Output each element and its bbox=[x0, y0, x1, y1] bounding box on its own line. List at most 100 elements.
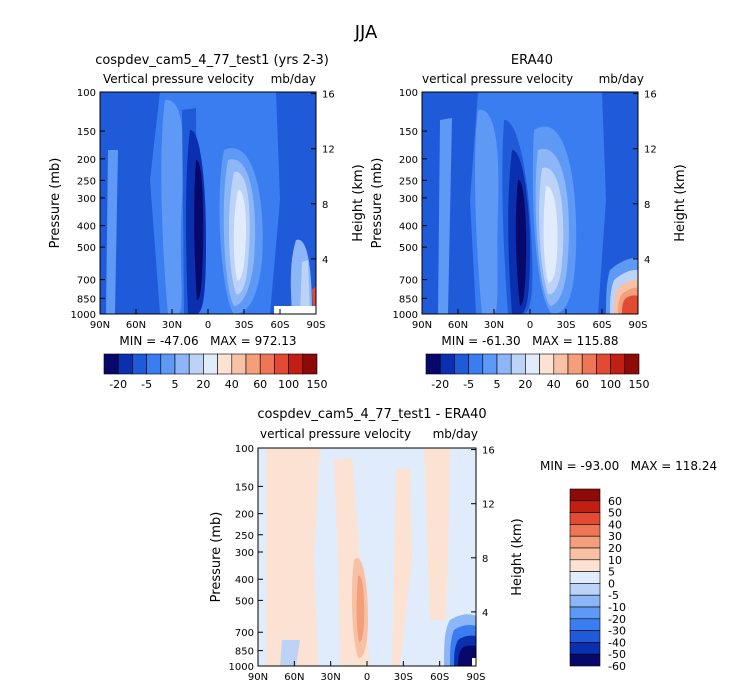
colorbar-swatch bbox=[468, 353, 484, 375]
field-region bbox=[458, 645, 476, 666]
y-right-tick-label: 16 bbox=[482, 446, 495, 457]
colorbar-label: 60 bbox=[253, 378, 267, 391]
colorbar-swatch bbox=[569, 618, 601, 631]
panel-difference-y-axis: 100 150 200 250 300 400 500 700 850 1000 bbox=[229, 444, 263, 673]
panel-model-x-axis: 90N 60N 30N 0 30S 60S 90S bbox=[90, 309, 326, 331]
panel-model-colorbar: -20 -5 5 20 40 60 100 150 bbox=[103, 353, 328, 391]
y-tick-label: 200 bbox=[235, 510, 254, 521]
panel-era40-ylabel: Pressure (mb) bbox=[370, 158, 385, 249]
colorbar-swatch bbox=[117, 353, 133, 375]
colorbar-swatch bbox=[525, 353, 540, 375]
colorbar-swatch bbox=[569, 606, 601, 620]
panel-era40-ylabel-right: Height (km) bbox=[673, 164, 688, 241]
colorbar-label: 150 bbox=[629, 378, 650, 391]
x-tick-label: 60S bbox=[430, 672, 449, 683]
y-tick-label: 700 bbox=[399, 276, 418, 287]
panel-model-title: cospdev_cam5_4_77_test1 (yrs 2-3) bbox=[95, 53, 329, 68]
colorbar-label: -60 bbox=[608, 660, 626, 673]
panel-era40-title: ERA40 bbox=[511, 53, 553, 68]
colorbar-label: -5 bbox=[141, 378, 152, 391]
x-tick-label: 30N bbox=[321, 672, 341, 683]
y-tick-label: 250 bbox=[77, 176, 96, 187]
field-region bbox=[543, 185, 558, 283]
y-right-tick-label: 8 bbox=[482, 554, 488, 565]
colorbar-swatch bbox=[274, 353, 289, 375]
x-tick-label: 90S bbox=[628, 320, 647, 331]
panel-difference-subtitle-right: mb/day bbox=[433, 427, 478, 441]
colorbar-label: 100 bbox=[600, 378, 621, 391]
colorbar-label: 10 bbox=[608, 554, 622, 567]
colorbar-label: -20 bbox=[431, 378, 449, 391]
colorbar-label: 5 bbox=[608, 566, 615, 579]
field-region bbox=[424, 448, 450, 620]
colorbar-swatch bbox=[569, 583, 601, 596]
colorbar-label: 20 bbox=[518, 378, 532, 391]
panel-model-subtitle-left: Vertical pressure velocity bbox=[103, 72, 254, 86]
y-tick-label: 700 bbox=[235, 628, 254, 639]
colorbar-swatch bbox=[103, 353, 119, 375]
y-tick-label: 1000 bbox=[229, 662, 254, 673]
colorbar-swatch bbox=[188, 353, 204, 375]
colorbar-swatch bbox=[569, 571, 601, 584]
x-tick-label: 60N bbox=[126, 320, 146, 331]
x-tick-label: 90S bbox=[306, 320, 325, 331]
y-tick-label: 150 bbox=[235, 482, 254, 493]
colorbar-swatch bbox=[259, 353, 275, 375]
y-tick-label: 200 bbox=[77, 155, 96, 166]
field-region bbox=[622, 295, 638, 314]
x-tick-label: 60N bbox=[284, 672, 304, 683]
x-tick-label: 30N bbox=[484, 320, 504, 331]
y-tick-label: 850 bbox=[235, 647, 254, 658]
colorbar-swatch bbox=[569, 653, 601, 667]
colorbar-swatch bbox=[245, 353, 261, 375]
y-tick-label: 300 bbox=[77, 194, 96, 205]
panel-model-y-axis: 100 150 200 250 300 400 500 700 850 1000 bbox=[71, 88, 105, 321]
colorbar-swatch bbox=[510, 353, 526, 375]
colorbar-swatch bbox=[482, 353, 498, 375]
x-tick-label: 60N bbox=[448, 320, 468, 331]
colorbar-label: -20 bbox=[109, 378, 127, 391]
field-region bbox=[280, 640, 300, 666]
colorbar-swatch bbox=[569, 488, 601, 502]
y-tick-label: 1000 bbox=[393, 310, 418, 321]
y-right-tick-label: 16 bbox=[322, 90, 335, 101]
colorbar-swatch bbox=[569, 642, 601, 655]
panel-era40-field bbox=[422, 92, 638, 314]
panel-difference-ylabel: Pressure (mb) bbox=[209, 512, 224, 603]
field-region bbox=[438, 118, 452, 314]
panel-difference-ylabel-right: Height (km) bbox=[510, 518, 525, 595]
y-right-tick-label: 16 bbox=[644, 90, 657, 101]
panel-era40-y-axis-right: 16 12 8 4 bbox=[633, 90, 657, 266]
x-tick-label: 60S bbox=[592, 320, 611, 331]
colorbar-swatch bbox=[569, 547, 601, 561]
y-right-tick-label: 12 bbox=[482, 500, 495, 511]
y-right-tick-label: 8 bbox=[322, 200, 328, 211]
y-tick-label: 700 bbox=[77, 276, 96, 287]
field-region bbox=[300, 260, 310, 314]
field-region bbox=[312, 286, 316, 306]
colorbar-swatch bbox=[569, 500, 601, 513]
y-tick-label: 400 bbox=[77, 222, 96, 233]
colorbar-swatch bbox=[569, 559, 601, 572]
colorbar-swatch bbox=[569, 630, 601, 643]
y-tick-label: 500 bbox=[399, 243, 418, 254]
colorbar-label: -20 bbox=[608, 613, 626, 626]
colorbar-label: -10 bbox=[608, 601, 626, 614]
x-tick-label: 90N bbox=[412, 320, 432, 331]
colorbar-swatch bbox=[203, 353, 218, 375]
field-region bbox=[194, 159, 204, 300]
panel-model-ylabel-right: Height (km) bbox=[351, 164, 366, 241]
y-tick-label: 200 bbox=[399, 155, 418, 166]
panel-era40-subtitle-left: vertical pressure velocity bbox=[422, 72, 573, 86]
y-tick-label: 1000 bbox=[71, 310, 96, 321]
y-right-tick-label: 12 bbox=[322, 145, 335, 156]
field-region bbox=[515, 179, 527, 306]
y-right-tick-label: 4 bbox=[482, 608, 488, 619]
field-region bbox=[392, 468, 412, 666]
colorbar-swatch bbox=[553, 353, 569, 375]
panel-difference-y-axis-right: 16 12 8 4 bbox=[471, 446, 495, 619]
colorbar-swatch bbox=[132, 353, 147, 375]
season-title: JJA bbox=[354, 22, 378, 43]
colorbar-label: 50 bbox=[608, 507, 622, 520]
field-region bbox=[598, 92, 638, 314]
